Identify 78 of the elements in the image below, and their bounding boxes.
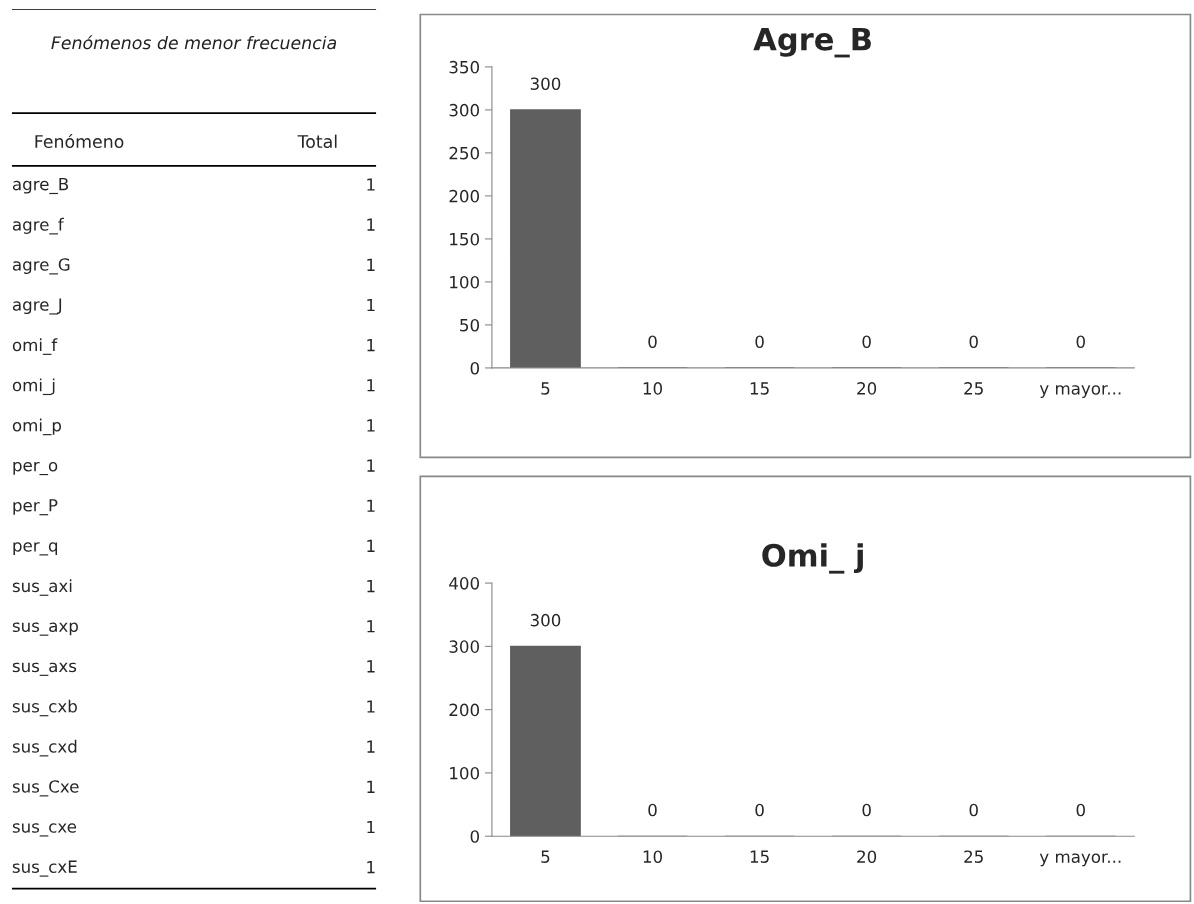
category-label: omi_j (12, 378, 55, 396)
data-label: 300 (530, 613, 561, 627)
data-label: 1 (367, 780, 375, 793)
data-label: 0 (648, 803, 657, 817)
y-tick-label: 400 (449, 577, 480, 590)
data-label: 0 (1076, 335, 1085, 349)
category-label: sus_Cxe (12, 780, 79, 797)
category-label: per_o (13, 461, 58, 476)
data-label: 1 (367, 620, 375, 633)
text: Fenómenos de menor frecuencia (51, 35, 337, 50)
category-label: sus_axs (12, 662, 77, 676)
data-label: 0 (755, 803, 764, 817)
data-label: 0 (969, 803, 978, 817)
category-label: agre_B (12, 177, 69, 195)
category-label: sus_cxE (12, 860, 77, 877)
y-tick-label: 0 (470, 361, 480, 375)
y-tick-label: 300 (449, 640, 480, 653)
category-label: omi_p (12, 418, 62, 436)
category-label: agre_G (12, 258, 70, 275)
category-label: sus_cxe (12, 823, 77, 837)
data-label: 0 (1076, 803, 1085, 817)
text: Total (297, 134, 337, 149)
data-label: 1 (367, 740, 375, 753)
x-tick-label: 20 (857, 382, 877, 395)
y-tick-label: 100 (450, 275, 480, 289)
data-label: 1 (367, 539, 375, 552)
category-label: sus_cxb (12, 699, 77, 717)
category-label: agre_f (12, 217, 64, 235)
data-label: 1 (367, 298, 375, 312)
category-label: sus_axp (12, 622, 78, 636)
data-label: 1 (367, 820, 375, 834)
data-label: 1 (367, 459, 375, 472)
data-label: 1 (367, 419, 375, 432)
data-label: 1 (367, 499, 375, 512)
category-label: agre_J (12, 298, 62, 315)
data-label: 0 (862, 335, 871, 349)
x-tick-label: 10 (643, 850, 663, 863)
data-label: 1 (367, 339, 375, 352)
data-label: 0 (648, 335, 657, 349)
category-label: per_P (13, 499, 58, 516)
data-label: 1 (367, 178, 375, 191)
y-tick-label: 50 (460, 318, 480, 332)
y-tick-label: 350 (449, 60, 480, 74)
y-tick-label: 150 (450, 232, 480, 246)
chart-title: Omi_ j (762, 543, 863, 574)
x-tick-label: y mayor... (1039, 853, 1121, 867)
text: Fenómeno (35, 133, 124, 149)
x-tick-label: y mayor... (1039, 385, 1121, 398)
category-label: omi_f (12, 338, 58, 355)
x-tick-label: 5 (541, 382, 550, 395)
y-tick-label: 200 (449, 703, 480, 717)
data-label: 1 (367, 579, 375, 593)
data-label: 1 (367, 700, 375, 713)
chart-title: Agre_B (753, 27, 871, 58)
category-label: per_q (13, 542, 58, 556)
x-tick-label: 10 (643, 382, 663, 395)
category-label: sus_axi (12, 579, 72, 596)
x-tick-label: 15 (750, 850, 769, 863)
data-label: 1 (367, 660, 375, 673)
x-tick-label: 15 (750, 382, 769, 395)
data-label: 1 (367, 258, 375, 271)
y-tick-label: 100 (450, 766, 480, 780)
data-label: 0 (862, 803, 871, 817)
y-tick-label: 0 (470, 830, 480, 843)
y-tick-label: 250 (449, 146, 480, 160)
x-tick-label: 25 (964, 382, 983, 395)
data-label: 1 (367, 218, 375, 231)
data-label: 0 (969, 335, 978, 349)
category-label: sus_cxd (12, 739, 77, 757)
data-label: 0 (755, 335, 764, 349)
y-tick-label: 300 (449, 103, 480, 117)
x-tick-label: 5 (541, 850, 550, 863)
data-label: 1 (367, 861, 375, 874)
y-tick-label: 200 (449, 189, 480, 203)
x-tick-label: 25 (964, 850, 983, 863)
data-label: 1 (367, 379, 375, 392)
x-tick-label: 20 (857, 850, 877, 863)
data-label: 300 (530, 77, 561, 90)
